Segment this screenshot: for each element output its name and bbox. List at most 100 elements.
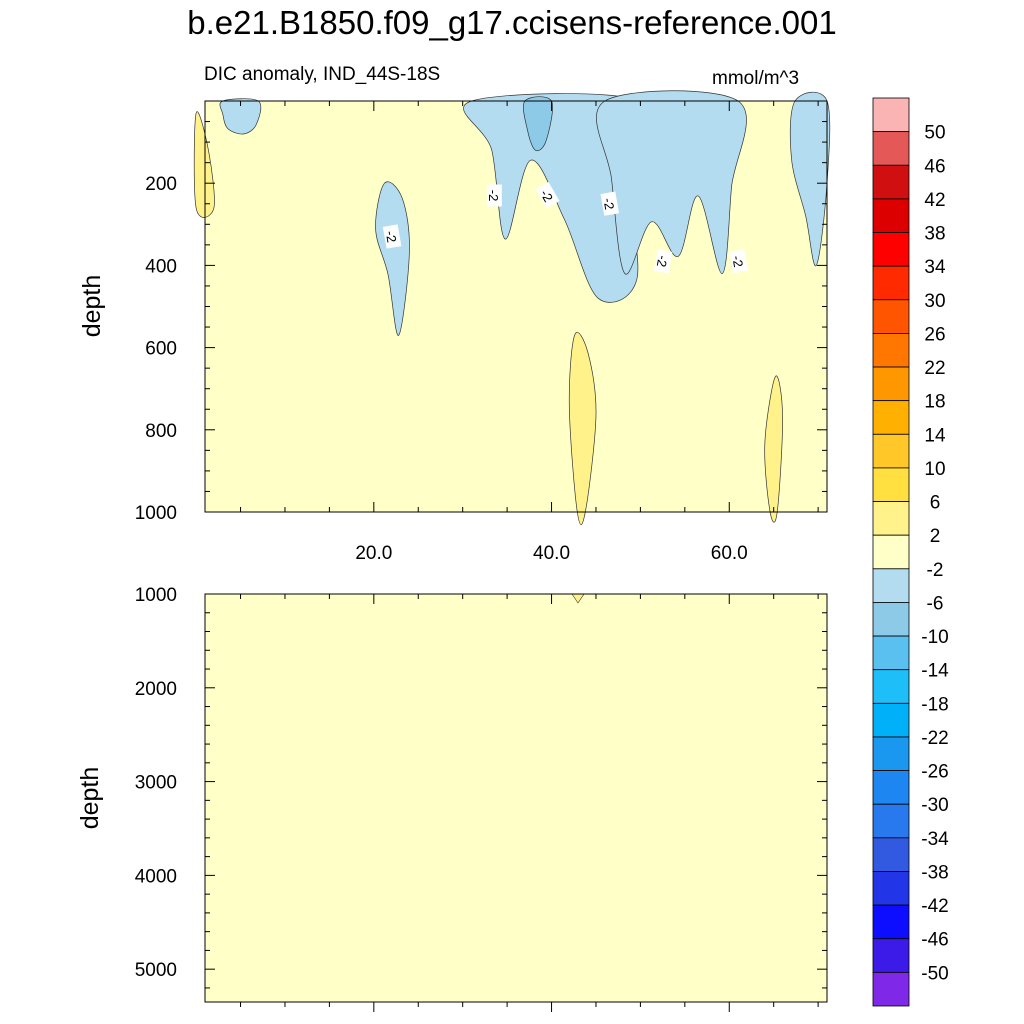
colorbar-label: 42 bbox=[924, 190, 945, 211]
colorbar-swatch bbox=[872, 333, 910, 368]
colorbar-swatch bbox=[872, 198, 910, 233]
colorbar-label: 38 bbox=[924, 224, 945, 245]
contour-label-text: -2 bbox=[654, 254, 671, 268]
contour-region-1 bbox=[375, 181, 410, 336]
lower-y-tick-label: 2000 bbox=[135, 679, 177, 700]
colorbar-label: 14 bbox=[924, 425, 946, 446]
colorbar-swatch bbox=[872, 871, 910, 906]
upper-contour-labels: -2 -2 -2 -2 -2 -2 bbox=[382, 182, 748, 274]
contour-label: -2 bbox=[382, 224, 402, 249]
contour-region-8 bbox=[193, 111, 215, 218]
upper-x-tick-label: 20.0 bbox=[355, 543, 392, 564]
units-label: mmol/m^3 bbox=[712, 68, 800, 89]
colorbar-label: 6 bbox=[930, 493, 941, 514]
colorbar-label: 46 bbox=[924, 156, 945, 177]
colorbar-swatch bbox=[872, 938, 910, 973]
colorbar-swatch bbox=[872, 803, 910, 839]
colorbar-swatch bbox=[872, 770, 910, 805]
colorbar-swatch bbox=[872, 366, 910, 402]
lower-y-tick-label: 3000 bbox=[135, 773, 177, 794]
contour-label: -2 bbox=[486, 184, 502, 207]
colorbar-label: -2 bbox=[927, 560, 944, 581]
upper-y-tick-label: 800 bbox=[145, 421, 177, 442]
chart-subtitle: DIC anomaly, IND_44S-18S bbox=[204, 64, 441, 85]
colorbar-label: -38 bbox=[921, 862, 948, 883]
colorbar-swatch bbox=[872, 131, 910, 166]
colorbar-swatch bbox=[872, 232, 910, 267]
colorbar-swatch bbox=[872, 736, 910, 771]
colorbar-swatch bbox=[872, 400, 910, 435]
contour-label: -2 bbox=[729, 249, 748, 274]
contour-label-text: -2 bbox=[729, 254, 746, 268]
lower-y-axis-label: depth bbox=[76, 767, 104, 830]
colorbar-label: 26 bbox=[924, 324, 945, 345]
colorbar-swatch bbox=[872, 501, 910, 536]
lower-y-tick-label: 5000 bbox=[135, 960, 177, 981]
colorbar-swatch bbox=[872, 837, 910, 872]
upper-y-tick-label: 600 bbox=[145, 339, 177, 360]
colorbar-label: 22 bbox=[924, 358, 945, 379]
upper-y-tick-label: 1000 bbox=[135, 503, 177, 524]
colorbar-label: 10 bbox=[924, 459, 945, 480]
colorbar-swatch bbox=[872, 904, 910, 940]
colorbar: 50 46 42 38 34 30 26 22 18 14 10 6 2 -2 -6 -10 -14 -18 -22… bbox=[872, 97, 949, 1007]
contour-label-bg bbox=[535, 182, 560, 209]
colorbar-swatch bbox=[872, 265, 910, 301]
upper-x-axis: 20.0 40.0 60.0 bbox=[240, 101, 819, 564]
colorbar-swatch bbox=[872, 669, 910, 704]
contour-label: -2 bbox=[535, 182, 560, 209]
contour-label-text: -2 bbox=[600, 197, 617, 211]
colorbar-swatch bbox=[872, 635, 910, 671]
lower-plot-background bbox=[205, 594, 827, 1002]
contour-region-7 bbox=[764, 375, 783, 523]
contour-label-bg bbox=[729, 249, 748, 274]
contour-label: -2 bbox=[653, 249, 673, 274]
colorbar-label: -18 bbox=[921, 694, 948, 715]
contour-label: -2 bbox=[600, 191, 620, 216]
colorbar-label: -50 bbox=[921, 963, 948, 984]
colorbar-swatch bbox=[872, 467, 910, 502]
colorbar-label: -30 bbox=[921, 795, 948, 816]
colorbar-label: -26 bbox=[921, 762, 948, 783]
upper-y-axis: 200 400 600 800 1000 bbox=[135, 121, 827, 524]
colorbar-swatch bbox=[872, 568, 910, 603]
contour-label-bg bbox=[382, 224, 402, 249]
colorbar-label: -6 bbox=[927, 593, 944, 614]
colorbar-swatch bbox=[872, 702, 910, 738]
contour-region-3 bbox=[523, 96, 553, 152]
upper-y-tick-label: 200 bbox=[145, 174, 177, 195]
colorbar-label: -22 bbox=[921, 728, 948, 749]
contour-label-bg bbox=[486, 184, 502, 207]
colorbar-swatch bbox=[872, 97, 910, 133]
colorbar-label: -34 bbox=[921, 829, 949, 850]
colorbar-label: 18 bbox=[924, 392, 945, 413]
upper-x-tick-label: 60.0 bbox=[711, 543, 748, 564]
contour-label-text: -2 bbox=[383, 230, 400, 244]
colorbar-label: 50 bbox=[924, 123, 945, 144]
lower-x-axis bbox=[240, 594, 819, 1012]
upper-x-tick-label: 40.0 bbox=[533, 543, 570, 564]
contour-region-4 bbox=[596, 90, 747, 275]
chart-title: b.e21.B1850.f09_g17.ccisens-reference.00… bbox=[187, 4, 837, 41]
lower-y-axis: 1000 2000 3000 4000 5000 bbox=[135, 585, 827, 989]
colorbar-swatch bbox=[872, 164, 910, 200]
lower-plot-frame bbox=[204, 593, 828, 1003]
colorbar-label: 2 bbox=[930, 526, 941, 547]
colorbar-swatch bbox=[872, 534, 910, 570]
colorbar-label: 34 bbox=[924, 257, 946, 278]
colorbar-label: -46 bbox=[921, 930, 948, 951]
colorbar-label: 30 bbox=[924, 291, 945, 312]
contour-label-bg bbox=[600, 191, 620, 216]
upper-y-axis-label: depth bbox=[78, 275, 106, 338]
lower-y-tick-label: 4000 bbox=[135, 866, 177, 887]
colorbar-label: -10 bbox=[921, 627, 948, 648]
contour-label-bg bbox=[653, 249, 673, 274]
colorbar-swatch bbox=[872, 602, 910, 637]
contour-label-text: -2 bbox=[486, 190, 501, 202]
lower-panel: 1000 2000 3000 4000 5000 depth bbox=[76, 585, 828, 1012]
colorbar-swatch bbox=[872, 971, 910, 1007]
colorbar-swatch bbox=[872, 433, 910, 469]
colorbar-label: -42 bbox=[921, 896, 948, 917]
